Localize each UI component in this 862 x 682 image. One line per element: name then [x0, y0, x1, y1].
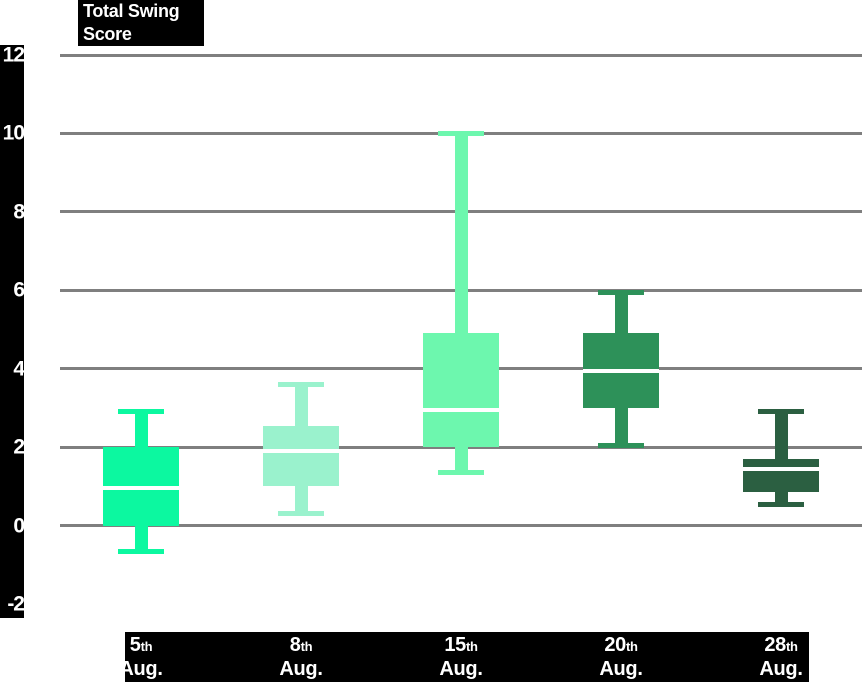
box-2-iqr-box: [423, 333, 499, 448]
x-tick-day: 15: [444, 634, 466, 656]
x-tick-suffix: th: [140, 639, 153, 654]
box-2-median-line: [423, 407, 499, 412]
box-4-whisker-bottom-cap: [758, 501, 804, 507]
box-2-whisker-bottom-cap: [438, 470, 484, 476]
chart-title-line1: Total Swing: [83, 1, 180, 21]
y-tick-label--2: -2: [7, 592, 25, 616]
y-tick-label-8: 8: [13, 200, 25, 224]
x-tick-label-15th: 15th Aug.: [391, 634, 531, 681]
chart-title: Total Swing Score: [78, 0, 204, 46]
y-tick-label-4: 4: [13, 357, 25, 381]
x-tick-suffix: th: [465, 639, 478, 654]
gridline-12: [60, 53, 862, 57]
box-0-whisker-bottom-stem: [134, 525, 148, 552]
box-1-median-line: [263, 449, 339, 454]
x-tick-day: 5: [129, 634, 141, 656]
box-3-whisker-bottom-cap: [598, 442, 644, 448]
x-tick-month: Aug.: [599, 658, 643, 680]
y-tick-label-6: 6: [13, 278, 25, 302]
x-tick-suffix: th: [785, 639, 798, 654]
box-4-iqr-box: [743, 458, 819, 493]
box-4-whisker-top-stem: [774, 411, 788, 459]
x-tick-month: Aug.: [119, 658, 163, 680]
x-tick-label-20th: 20th Aug.: [551, 634, 691, 681]
x-axis-strip: [125, 632, 809, 682]
x-tick-label-8th: 8th Aug.: [231, 634, 371, 681]
x-tick-month: Aug.: [759, 658, 803, 680]
x-tick-suffix: th: [625, 639, 638, 654]
box-0-whisker-top-stem: [134, 411, 148, 448]
box-3-whisker-top-stem: [614, 292, 628, 334]
box-2-whisker-bottom-stem: [454, 447, 468, 473]
y-axis-strip: [0, 45, 24, 618]
box-3-whisker-bottom-stem: [614, 407, 628, 446]
box-1-whisker-bottom-cap: [278, 511, 324, 517]
box-4-whisker-bottom-stem: [774, 492, 788, 504]
box-1-iqr-box: [263, 425, 339, 487]
box-1-whisker-top-stem: [294, 384, 308, 426]
y-tick-label-10: 10: [2, 121, 25, 145]
box-0-whisker-bottom-cap: [118, 548, 164, 554]
x-tick-label-28th: 28th Aug.: [711, 634, 851, 681]
x-tick-month: Aug.: [279, 658, 323, 680]
y-tick-label-12: 12: [2, 43, 25, 67]
x-tick-label-5th: 5th Aug.: [71, 634, 211, 681]
x-tick-month: Aug.: [439, 658, 483, 680]
x-tick-day: 28: [764, 634, 786, 656]
x-tick-day: 8: [289, 634, 301, 656]
y-tick-label-0: 0: [13, 514, 25, 538]
x-tick-suffix: th: [300, 639, 313, 654]
x-tick-day: 20: [604, 634, 626, 656]
box-3-median-line: [583, 368, 659, 373]
box-1-whisker-bottom-stem: [294, 486, 308, 514]
gridline-0: [60, 524, 862, 528]
box-2-whisker-top-stem: [454, 133, 468, 334]
box-0-median-line: [103, 486, 179, 491]
box-4-median-line: [743, 466, 819, 471]
y-tick-label-2: 2: [13, 435, 25, 459]
chart-title-line2: Score: [83, 24, 132, 44]
